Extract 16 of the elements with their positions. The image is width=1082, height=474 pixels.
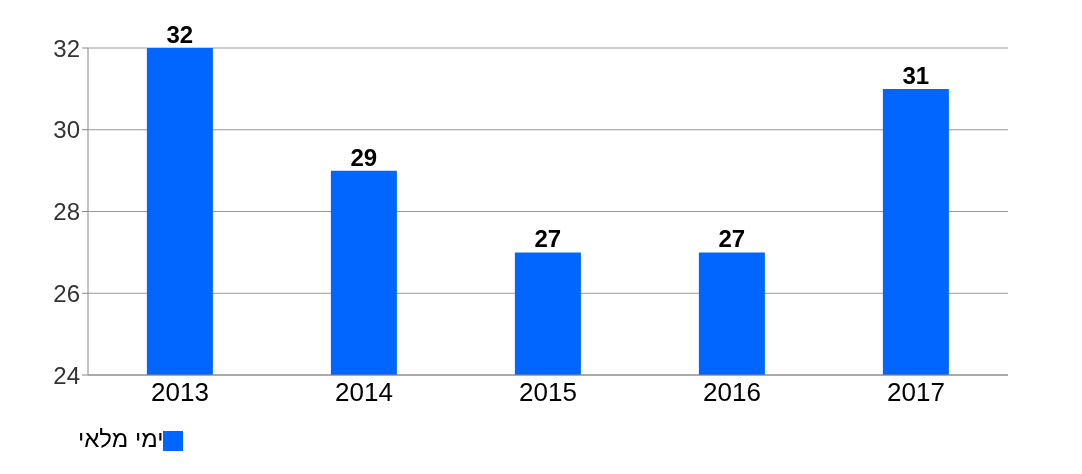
y-tick-label: 24 bbox=[53, 361, 80, 389]
data-label: 27 bbox=[534, 225, 562, 253]
x-tick-label: 2016 bbox=[703, 377, 761, 408]
x-tick-label: 2017 bbox=[887, 377, 945, 408]
y-tick-label: 30 bbox=[53, 116, 80, 144]
legend-label: ימי מלאי bbox=[78, 425, 164, 452]
x-tick-label: 2015 bbox=[519, 377, 577, 408]
y-tick-label: 28 bbox=[53, 198, 80, 226]
x-tick-label: 2013 bbox=[151, 377, 209, 408]
data-label: 27 bbox=[718, 225, 746, 253]
y-tick-label: 32 bbox=[53, 34, 80, 62]
data-label: 29 bbox=[350, 143, 378, 171]
y-tick-label: 26 bbox=[53, 279, 80, 307]
data-label: 31 bbox=[902, 61, 930, 89]
x-tick-label: 2014 bbox=[335, 377, 393, 408]
data-label: 32 bbox=[166, 21, 194, 48]
